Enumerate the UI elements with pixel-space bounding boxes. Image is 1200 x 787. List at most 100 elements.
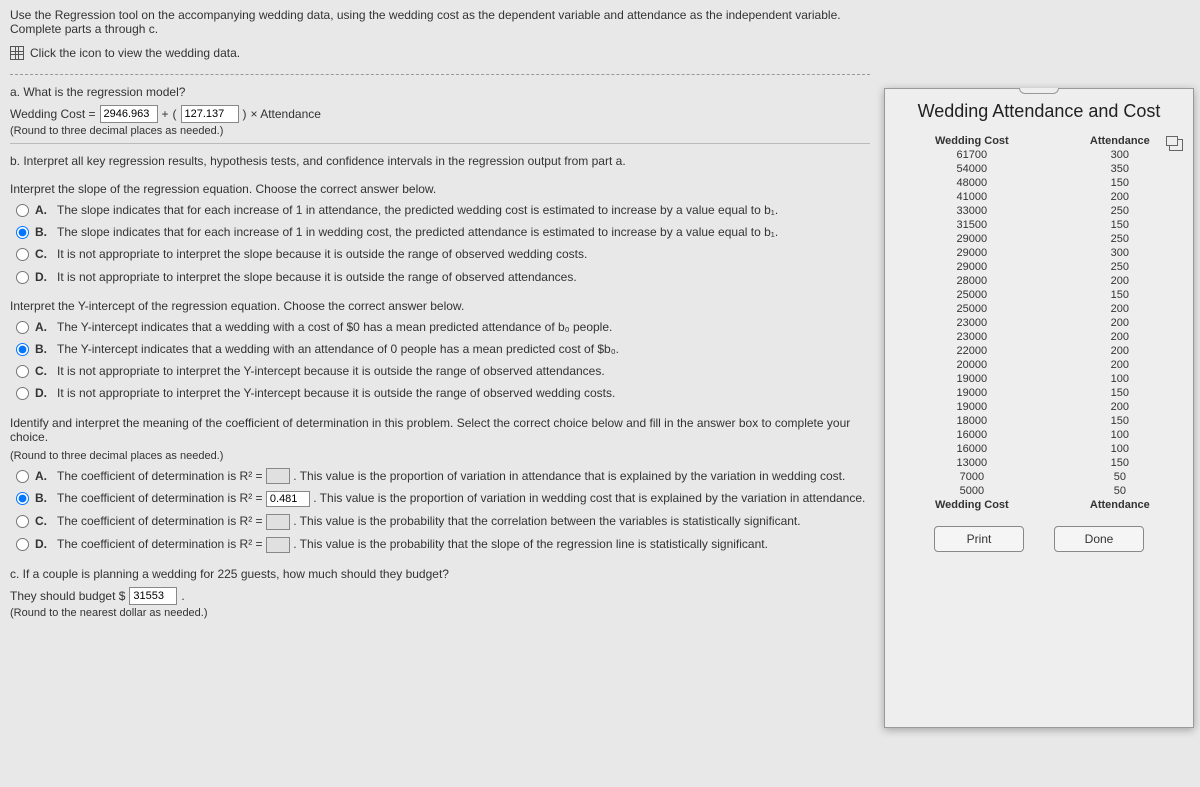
data-popup: Wedding Attendance and Cost Wedding Cost… bbox=[884, 88, 1194, 728]
cell-attendance: 150 bbox=[1053, 414, 1187, 428]
table-row: 22000200 bbox=[891, 344, 1187, 358]
times-x: × Attendance bbox=[251, 107, 321, 121]
cell-cost: 20000 bbox=[891, 358, 1053, 372]
col-header-cost: Wedding Cost bbox=[891, 134, 1053, 148]
r2-opt-c[interactable]: C.The coefficient of determination is R²… bbox=[16, 513, 870, 530]
table-row: 16000100 bbox=[891, 428, 1187, 442]
r2-c-input[interactable] bbox=[266, 514, 290, 530]
popup-title: Wedding Attendance and Cost bbox=[891, 101, 1187, 122]
cell-attendance: 200 bbox=[1053, 330, 1187, 344]
r2-radio-c[interactable] bbox=[16, 515, 29, 528]
cell-attendance: 200 bbox=[1053, 400, 1187, 414]
table-row: 48000150 bbox=[891, 176, 1187, 190]
cell-cost: 28000 bbox=[891, 274, 1053, 288]
cell-cost: 29000 bbox=[891, 232, 1053, 246]
print-button[interactable]: Print bbox=[934, 526, 1024, 552]
cell-cost: 19000 bbox=[891, 386, 1053, 400]
slope-prompt: Interpret the slope of the regression eq… bbox=[10, 182, 870, 196]
cell-cost: 22000 bbox=[891, 344, 1053, 358]
col-footer-cost: Wedding Cost bbox=[891, 498, 1053, 512]
cell-attendance: 250 bbox=[1053, 260, 1187, 274]
yint-radio-c[interactable] bbox=[16, 365, 29, 378]
budget-input[interactable] bbox=[129, 587, 177, 605]
view-data-label: Click the icon to view the wedding data. bbox=[30, 46, 240, 60]
cell-cost: 25000 bbox=[891, 302, 1053, 316]
paren-close: ) bbox=[243, 107, 247, 121]
b1-input[interactable] bbox=[181, 105, 239, 123]
table-row: 28000200 bbox=[891, 274, 1187, 288]
question-panel: Use the Regression tool on the accompany… bbox=[0, 0, 880, 787]
table-row: 500050 bbox=[891, 484, 1187, 498]
b0-input[interactable] bbox=[100, 105, 158, 123]
cell-cost: 41000 bbox=[891, 190, 1053, 204]
slope-radio-b[interactable] bbox=[16, 226, 29, 239]
table-row: 18000150 bbox=[891, 414, 1187, 428]
table-row: 25000200 bbox=[891, 302, 1187, 316]
cell-attendance: 100 bbox=[1053, 372, 1187, 386]
data-table: Wedding Cost Attendance 6170030054000350… bbox=[891, 134, 1187, 512]
cell-attendance: 150 bbox=[1053, 288, 1187, 302]
cell-attendance: 200 bbox=[1053, 190, 1187, 204]
r2-options: A.The coefficient of determination is R²… bbox=[16, 468, 870, 553]
slope-opt-b[interactable]: B.The slope indicates that for each incr… bbox=[16, 224, 870, 240]
cell-cost: 16000 bbox=[891, 428, 1053, 442]
table-row: 31500150 bbox=[891, 218, 1187, 232]
plus-sign: + bbox=[162, 107, 169, 121]
r2-radio-a[interactable] bbox=[16, 470, 29, 483]
cell-attendance: 250 bbox=[1053, 232, 1187, 246]
cell-attendance: 100 bbox=[1053, 442, 1187, 456]
yint-opt-d[interactable]: D.It is not appropriate to interpret the… bbox=[16, 385, 870, 401]
table-row: 13000150 bbox=[891, 456, 1187, 470]
table-row: 19000100 bbox=[891, 372, 1187, 386]
cell-cost: 19000 bbox=[891, 400, 1053, 414]
cell-cost: 54000 bbox=[891, 162, 1053, 176]
r2-a-input[interactable] bbox=[266, 468, 290, 484]
yint-radio-d[interactable] bbox=[16, 387, 29, 400]
cell-cost: 23000 bbox=[891, 316, 1053, 330]
budget-period: . bbox=[181, 589, 184, 603]
part-b-intro: b. Interpret all key regression results,… bbox=[10, 154, 870, 168]
cell-attendance: 300 bbox=[1053, 148, 1187, 162]
r2-prompt: Identify and interpret the meaning of th… bbox=[10, 416, 870, 444]
table-row: 29000300 bbox=[891, 246, 1187, 260]
r2-d-input[interactable] bbox=[266, 537, 290, 553]
table-row: 23000200 bbox=[891, 330, 1187, 344]
r2-opt-a[interactable]: A.The coefficient of determination is R²… bbox=[16, 468, 870, 485]
cell-attendance: 150 bbox=[1053, 176, 1187, 190]
yint-opt-b[interactable]: B.The Y-intercept indicates that a weddi… bbox=[16, 341, 870, 357]
part-c-answer-row: They should budget $ . bbox=[10, 587, 870, 605]
slope-opt-d[interactable]: D.It is not appropriate to interpret the… bbox=[16, 269, 870, 285]
table-row: 16000100 bbox=[891, 442, 1187, 456]
slope-radio-d[interactable] bbox=[16, 271, 29, 284]
table-row: 29000250 bbox=[891, 260, 1187, 274]
cell-attendance: 200 bbox=[1053, 344, 1187, 358]
r2-b-input[interactable] bbox=[266, 491, 310, 507]
slope-radio-a[interactable] bbox=[16, 204, 29, 217]
slope-opt-c[interactable]: C.It is not appropriate to interpret the… bbox=[16, 246, 870, 262]
r2-opt-d[interactable]: D.The coefficient of determination is R²… bbox=[16, 536, 870, 553]
cell-attendance: 200 bbox=[1053, 302, 1187, 316]
part-a-question: a. What is the regression model? bbox=[10, 85, 870, 99]
r2-radio-d[interactable] bbox=[16, 538, 29, 551]
yint-radio-a[interactable] bbox=[16, 321, 29, 334]
cell-cost: 19000 bbox=[891, 372, 1053, 386]
yint-opt-c[interactable]: C.It is not appropriate to interpret the… bbox=[16, 363, 870, 379]
cell-attendance: 200 bbox=[1053, 316, 1187, 330]
popup-buttons: Print Done bbox=[891, 526, 1187, 552]
slope-radio-c[interactable] bbox=[16, 248, 29, 261]
cell-cost: 5000 bbox=[891, 484, 1053, 498]
cell-attendance: 150 bbox=[1053, 218, 1187, 232]
done-button[interactable]: Done bbox=[1054, 526, 1144, 552]
instruction-text: Use the Regression tool on the accompany… bbox=[10, 8, 870, 36]
view-data-row[interactable]: Click the icon to view the wedding data. bbox=[10, 46, 870, 60]
budget-prefix: They should budget $ bbox=[10, 589, 125, 603]
r2-opt-b[interactable]: B.The coefficient of determination is R²… bbox=[16, 490, 870, 507]
slope-opt-a[interactable]: A.The slope indicates that for each incr… bbox=[16, 202, 870, 218]
cell-cost: 16000 bbox=[891, 442, 1053, 456]
yint-radio-b[interactable] bbox=[16, 343, 29, 356]
yint-opt-a[interactable]: A.The Y-intercept indicates that a weddi… bbox=[16, 319, 870, 335]
r2-radio-b[interactable] bbox=[16, 492, 29, 505]
table-row: 25000150 bbox=[891, 288, 1187, 302]
copy-icon[interactable] bbox=[1169, 139, 1183, 151]
cell-attendance: 200 bbox=[1053, 274, 1187, 288]
